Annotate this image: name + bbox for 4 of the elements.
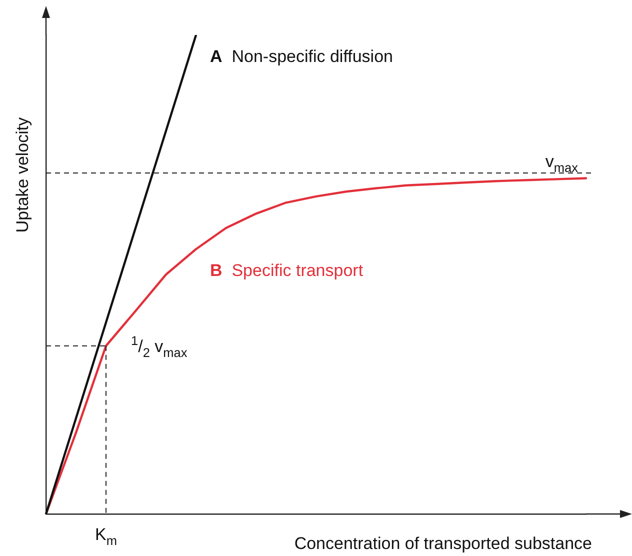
series-label: A Non-specific diffusion	[210, 47, 394, 66]
y-axis-title: Uptake velocity	[13, 116, 32, 233]
x-axis-title: Concentration of transported substance	[294, 534, 592, 553]
series-label: B Specific transport	[210, 261, 364, 280]
